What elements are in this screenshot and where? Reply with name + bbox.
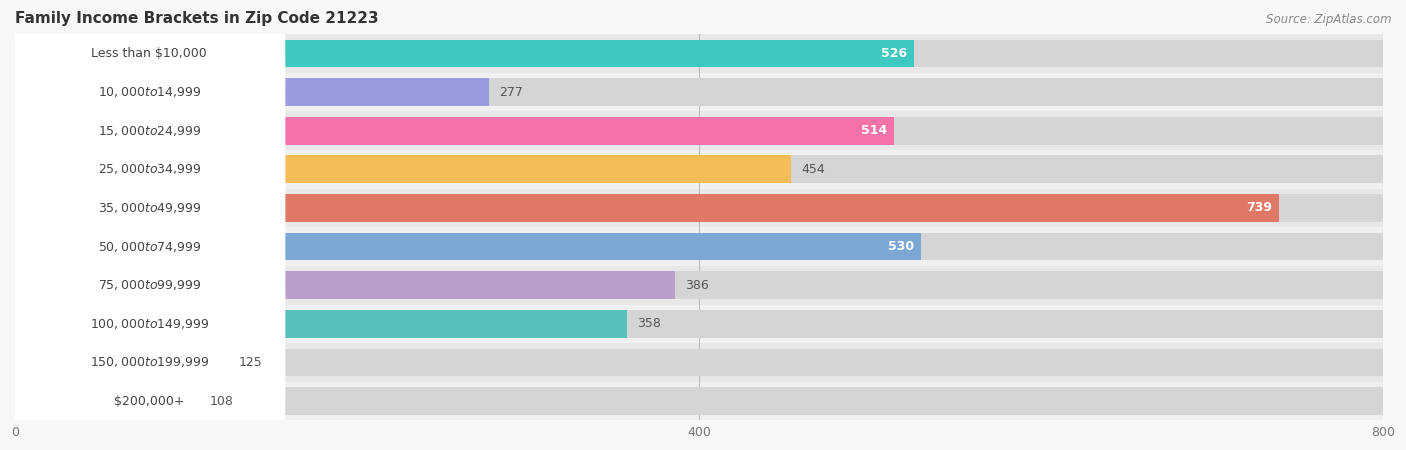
Text: 530: 530	[889, 240, 914, 253]
Bar	[15, 117, 894, 144]
Bar	[15, 78, 489, 106]
Bar	[15, 266, 1384, 305]
FancyBboxPatch shape	[14, 311, 285, 450]
Text: $100,000 to $149,999: $100,000 to $149,999	[90, 317, 209, 331]
Bar	[15, 343, 1384, 382]
Bar	[15, 348, 1384, 376]
Text: $35,000 to $49,999: $35,000 to $49,999	[97, 201, 201, 215]
Bar	[15, 78, 1384, 106]
Bar	[15, 233, 921, 261]
Bar	[15, 387, 200, 415]
Text: $50,000 to $74,999: $50,000 to $74,999	[97, 239, 201, 254]
FancyBboxPatch shape	[14, 80, 285, 259]
Bar	[15, 348, 229, 376]
FancyBboxPatch shape	[14, 157, 285, 336]
Text: $15,000 to $24,999: $15,000 to $24,999	[97, 124, 201, 138]
Bar	[15, 34, 1384, 73]
Bar	[15, 194, 1384, 222]
Bar	[15, 40, 914, 68]
Text: 125: 125	[239, 356, 263, 369]
FancyBboxPatch shape	[14, 273, 285, 450]
Text: Less than $10,000: Less than $10,000	[91, 47, 207, 60]
Bar	[15, 227, 1384, 266]
FancyBboxPatch shape	[14, 0, 285, 143]
Bar	[15, 40, 1384, 68]
Text: 454: 454	[801, 163, 825, 176]
Text: $25,000 to $34,999: $25,000 to $34,999	[97, 162, 201, 176]
Text: 108: 108	[209, 395, 233, 408]
Bar	[15, 271, 675, 299]
Text: Family Income Brackets in Zip Code 21223: Family Income Brackets in Zip Code 21223	[15, 11, 378, 26]
Bar	[15, 155, 792, 183]
Bar	[15, 387, 1384, 415]
Text: 277: 277	[499, 86, 523, 99]
Text: 358: 358	[637, 317, 661, 330]
Text: $10,000 to $14,999: $10,000 to $14,999	[97, 85, 201, 99]
Bar	[15, 117, 1384, 144]
Text: $200,000+: $200,000+	[114, 395, 184, 408]
Bar	[15, 150, 1384, 189]
Text: $150,000 to $199,999: $150,000 to $199,999	[90, 356, 209, 369]
Bar	[15, 155, 1384, 183]
FancyBboxPatch shape	[14, 41, 285, 220]
Text: 514: 514	[860, 124, 887, 137]
Bar	[15, 189, 1384, 227]
FancyBboxPatch shape	[14, 118, 285, 297]
Text: 526: 526	[882, 47, 908, 60]
Bar	[15, 194, 1278, 222]
Bar	[15, 310, 627, 338]
Bar	[15, 305, 1384, 343]
Text: $75,000 to $99,999: $75,000 to $99,999	[97, 278, 201, 292]
Bar	[15, 73, 1384, 112]
Bar	[15, 233, 1384, 261]
Bar	[15, 112, 1384, 150]
Bar	[15, 271, 1384, 299]
FancyBboxPatch shape	[14, 196, 285, 375]
Text: 739: 739	[1246, 202, 1272, 215]
FancyBboxPatch shape	[14, 3, 285, 182]
Text: 386: 386	[685, 279, 709, 292]
FancyBboxPatch shape	[14, 234, 285, 413]
Text: Source: ZipAtlas.com: Source: ZipAtlas.com	[1267, 14, 1392, 27]
Bar	[15, 382, 1384, 420]
Bar	[15, 310, 1384, 338]
